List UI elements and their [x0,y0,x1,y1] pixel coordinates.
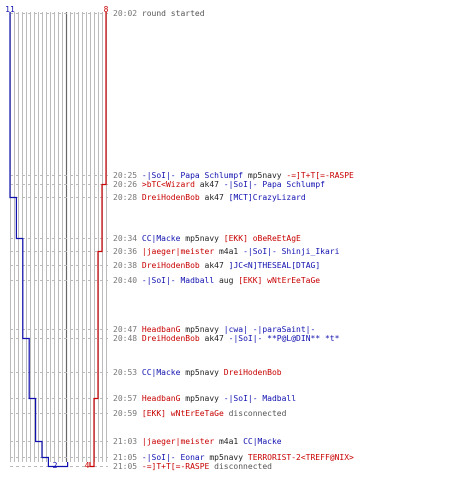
event-weapon: ak47 [195,180,219,189]
event-victim: [MCT]CrazyLizard [224,193,306,202]
event-time: 20:02 [113,9,137,18]
event-log: 20:02 round started 20:25 -|SoI|- Papa Sc… [113,9,354,471]
event-killer: |jaeger|meister [137,247,214,256]
event-time: 20:59 [113,409,137,418]
event-line: 20:38 DreiHodenBob ak47 ]JC<N]THESEAL[DT… [113,261,320,270]
blue-team-alive-line [9,12,69,468]
event-weapon: aug [214,276,233,285]
event-killer: -|SoI|- Eonar [137,453,205,462]
event-weapon: ak47 [200,193,224,202]
red-start-count: 8 [104,5,109,14]
event-time: 20:48 [113,334,137,343]
event-weapon: ak47 [200,334,224,343]
event-killer: HeadbanG [137,394,181,403]
team-counts: 11 8 2 4 [5,5,108,470]
event-killer: -|SoI|- Papa Schlumpf [137,171,243,180]
event-victim: CC|Macke [238,437,282,446]
event-time: 20:25 [113,171,137,180]
event-time: 20:28 [113,193,137,202]
event-victim: [EKK] wNtErEeTaGe [233,276,320,285]
event-victim: -|SoI|- Madball [219,394,296,403]
event-killer: DreiHodenBob [137,193,200,202]
event-line: 20:53 CC|Macke mp5navy DreiHodenBob [113,368,282,377]
event-line: 20:25 -|SoI|- Papa Schlumpf mp5navy -=]T… [113,171,354,180]
grid [10,12,107,462]
event-time: 20:36 [113,247,137,256]
event-victim: |cwa| -|paraSaint|- [219,325,315,334]
event-line: 20:36 |jaeger|meister m4a1 -|SoI|- Shinj… [113,247,340,256]
event-time: 21:05 [113,462,137,471]
event-line: 20:57 HeadbanG mp5navy -|SoI|- Madball [113,394,296,403]
event-time: 20:53 [113,368,137,377]
event-line: 20:40 -|SoI|- Madball aug [EKK] wNtErEeT… [113,276,320,285]
event-time: 20:38 [113,261,137,270]
event-killer: [EKK] wNtErEeTaGe [137,409,224,418]
event-weapon: mp5navy [180,325,219,334]
event-weapon: mp5navy [243,171,282,180]
event-killer: CC|Macke [137,368,181,377]
event-victim: -|SoI|- Papa Schlumpf [219,180,325,189]
event-weapon: mp5navy [180,394,219,403]
event-time: 20:57 [113,394,137,403]
event-weapon: mp5navy [180,234,219,243]
event-killer: >bTC<Wizard [137,180,195,189]
event-weapon: mp5navy [205,453,244,462]
event-line: 21:05 -|SoI|- Eonar mp5navy TERRORIST-2<… [113,453,354,462]
red-team-alive-line [89,12,107,468]
event-weapon: m4a1 [214,247,238,256]
event-killer: HeadbanG [137,325,181,334]
event-killer: CC|Macke [137,234,181,243]
event-weapon: mp5navy [180,368,219,377]
event-victim: DreiHodenBob [219,368,282,377]
event-time: 20:40 [113,276,137,285]
event-message: disconnected [209,462,272,471]
event-time: 20:47 [113,325,137,334]
event-line: 21:03 |jaeger|meister m4a1 CC|Macke [113,437,282,446]
event-victim: -|SoI|- Shinji_Ikari [238,247,339,256]
blue-start-count: 11 [5,5,15,14]
event-victim: TERRORIST-2<TREFF@NIX> [243,453,354,462]
event-victim: -|SoI|- **P@L@DIN** *t* [224,334,340,343]
series-lines [9,12,107,468]
event-killer: -=]T+T[=-RASPE [137,462,209,471]
event-weapon: m4a1 [214,437,238,446]
event-time: 21:03 [113,437,137,446]
event-victim: -=]T+T[=-RASPE [282,171,354,180]
event-time: 21:05 [113,453,137,462]
event-line: 20:48 DreiHodenBob ak47 -|SoI|- **P@L@DI… [113,334,340,343]
event-time: 20:34 [113,234,137,243]
event-message: disconnected [224,409,287,418]
event-weapon: ak47 [200,261,224,270]
event-message: round started [137,9,205,18]
event-killer: |jaeger|meister [137,437,214,446]
event-victim: [EKK] oBeReEtAgE [219,234,301,243]
red-end-count: 4 [85,461,90,470]
blue-end-count: 2 [53,461,58,470]
event-killer: -|SoI|- Madball [137,276,214,285]
event-line: 20:26 >bTC<Wizard ak47 -|SoI|- Papa Schl… [113,180,325,189]
event-line: 20:47 HeadbanG mp5navy |cwa| -|paraSaint… [113,325,315,334]
event-line: 21:05 -=]T+T[=-RASPE disconnected [113,462,272,471]
event-line: 20:02 round started [113,9,205,18]
event-line: 20:34 CC|Macke mp5navy [EKK] oBeReEtAgE [113,234,301,243]
event-line: 20:28 DreiHodenBob ak47 [MCT]CrazyLizard [113,193,306,202]
event-time: 20:26 [113,180,137,189]
event-killer: DreiHodenBob [137,334,200,343]
event-victim: ]JC<N]THESEAL[DTAG] [224,261,320,270]
event-line: 20:59 [EKK] wNtErEeTaGe disconnected [113,409,287,418]
event-killer: DreiHodenBob [137,261,200,270]
